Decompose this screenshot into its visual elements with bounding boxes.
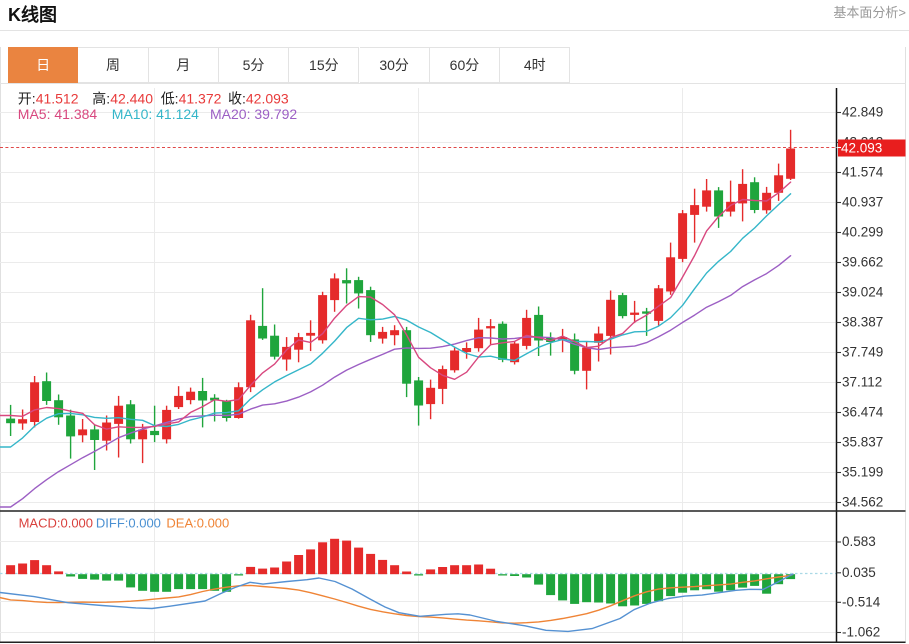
- svg-text:35.199: 35.199: [842, 465, 883, 480]
- svg-text:0.583: 0.583: [842, 534, 876, 549]
- svg-text:34.562: 34.562: [842, 495, 883, 510]
- svg-text:41.574: 41.574: [842, 165, 884, 180]
- svg-text:40.937: 40.937: [842, 195, 883, 210]
- svg-text:37.112: 37.112: [842, 375, 882, 390]
- svg-text:0.035: 0.035: [842, 565, 876, 580]
- svg-text:42.093: 42.093: [841, 140, 882, 155]
- svg-text:36.474: 36.474: [842, 405, 884, 420]
- svg-text:39.662: 39.662: [842, 255, 883, 270]
- svg-text:40.299: 40.299: [842, 225, 883, 240]
- svg-text:-0.514: -0.514: [842, 594, 881, 609]
- svg-text:39.024: 39.024: [842, 285, 884, 300]
- svg-text:35.837: 35.837: [842, 435, 883, 450]
- svg-text:37.749: 37.749: [842, 345, 883, 360]
- svg-text:42.849: 42.849: [842, 105, 883, 120]
- svg-text:-1.062: -1.062: [842, 625, 880, 640]
- svg-text:38.387: 38.387: [842, 315, 883, 330]
